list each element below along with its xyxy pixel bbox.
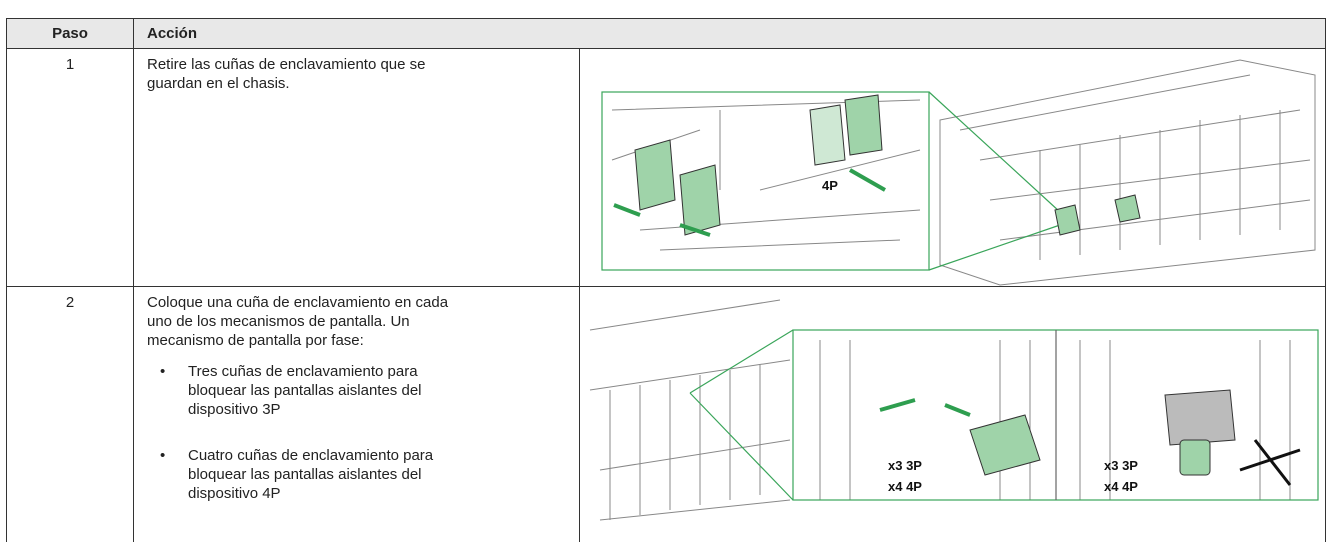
text-line: Retire las cuñas de enclavamiento que se (147, 56, 426, 73)
bullet-text: Tres cuñas de enclavamiento para bloquea… (188, 362, 422, 419)
bullet: • (160, 447, 166, 464)
figure-label: x4 4P (1104, 479, 1138, 494)
figure-label: x3 3P (1104, 458, 1138, 473)
text-line: bloquear las pantallas aislantes del (188, 466, 422, 483)
step-number: 1 (65, 56, 75, 73)
text-line: dispositivo 3P (188, 401, 281, 418)
wedge-drawing (613, 94, 1301, 486)
figure-label: x3 3P (888, 458, 922, 473)
bullet-text: Cuatro cuñas de enclavamiento para bloqu… (188, 446, 433, 503)
text-line: bloquear las pantallas aislantes del (188, 382, 422, 399)
text-line: Coloque una cuña de enclavamiento en cad… (147, 294, 449, 311)
text-line: uno de los mecanismos de pantalla. Un (147, 313, 410, 330)
header-step: Paso (52, 25, 88, 42)
text-line: dispositivo 4P (188, 485, 281, 502)
text-line: Tres cuñas de enclavamiento para (188, 363, 418, 380)
figure-label: 4P (822, 178, 838, 193)
action-text: Coloque una cuña de enclavamiento en cad… (147, 293, 448, 350)
action-text: Retire las cuñas de enclavamiento que se… (147, 55, 426, 93)
text-line: mecanismo de pantalla por fase: (147, 332, 364, 349)
step-number: 2 (65, 294, 75, 311)
text-line: guardan en el chasis. (147, 75, 290, 92)
chassis-drawing (589, 59, 1316, 521)
text-line: Cuatro cuñas de enclavamiento para (188, 447, 434, 464)
header-action: Acción (147, 25, 198, 42)
cell (579, 286, 1326, 542)
figure-label: x4 4P (888, 479, 922, 494)
bullet: • (160, 363, 166, 380)
header-cell (133, 18, 1326, 49)
callout-frame (601, 91, 1319, 501)
